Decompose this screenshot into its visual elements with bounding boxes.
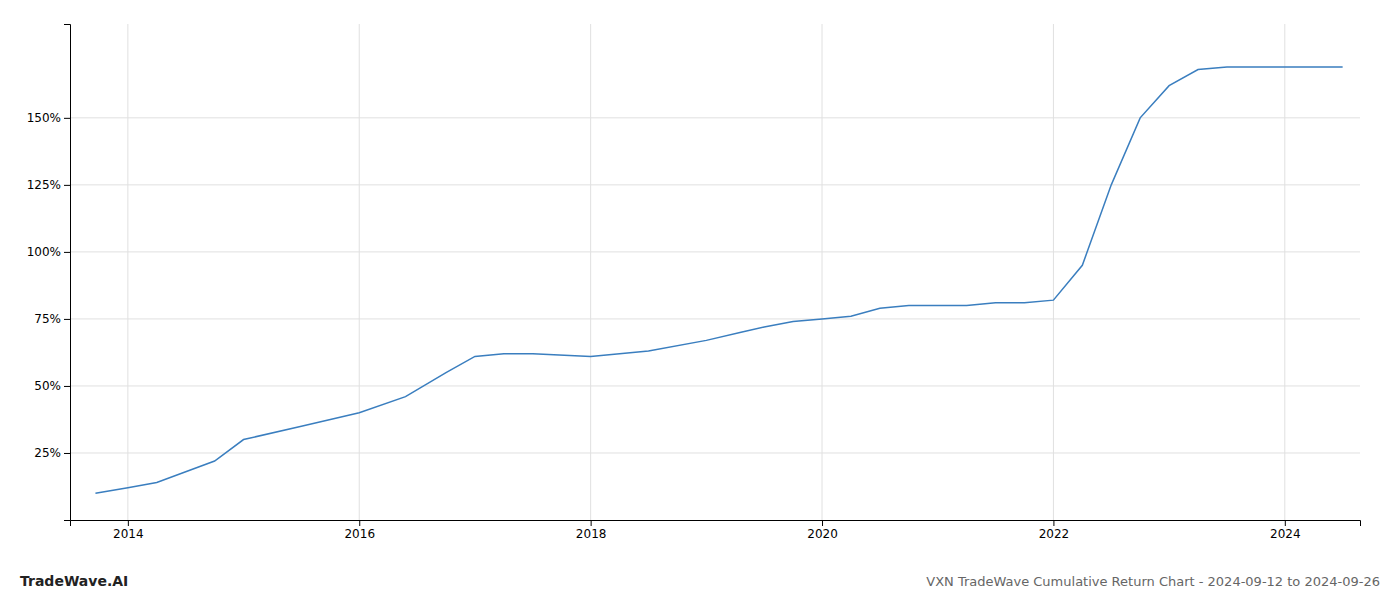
x-tick-mark <box>1285 520 1286 526</box>
plot-area <box>95 67 1342 493</box>
x-tick: 2016 <box>344 520 375 541</box>
grid-line-x <box>359 24 360 520</box>
title: VXN TradeWave Cumulative Return Chart - … <box>926 574 1380 589</box>
grid-line-y <box>70 318 1360 319</box>
grid-line-x <box>1284 24 1285 520</box>
y-tick-mark <box>64 185 70 186</box>
watermark: TradeWave.AI <box>20 573 128 589</box>
grid-line-y <box>70 385 1360 386</box>
y-tick: 150% <box>27 111 70 125</box>
y-tick-label: 50% <box>34 379 61 393</box>
y-tick-label: 150% <box>27 111 61 125</box>
x-tick-label: 2024 <box>1270 527 1301 541</box>
grid <box>70 24 1360 520</box>
chart: 2014 2016 2018 2020 2022 2024 25% 50% 75% 100% 125… <box>0 0 1400 600</box>
y-axis: 25% 50% 75% 100% 125% 150% <box>27 25 71 521</box>
line <box>95 67 1342 493</box>
grid-line-x <box>127 24 128 520</box>
x-tick: 2024 <box>1270 520 1301 541</box>
y-tick-label: 125% <box>27 178 61 192</box>
grid-line-x <box>1053 24 1054 520</box>
y-tick-label: 25% <box>34 446 61 460</box>
x-tick: 2022 <box>1039 520 1070 541</box>
x-tick: 2020 <box>807 520 838 541</box>
x-tick-mark <box>359 520 360 526</box>
grid-line-y <box>70 184 1360 185</box>
y-tick: 50% <box>34 379 70 393</box>
y-tick-mark <box>64 386 70 387</box>
x-tick-label: 2016 <box>344 527 375 541</box>
axis-line <box>71 521 1361 527</box>
x-tick: 2014 <box>113 520 144 541</box>
x-tick-mark <box>591 520 592 526</box>
y-tick-mark <box>64 252 70 253</box>
x-tick-mark <box>822 520 823 526</box>
x-tick-label: 2022 <box>1039 527 1070 541</box>
x-tick-label: 2020 <box>807 527 838 541</box>
x-tick-label: 2014 <box>113 527 144 541</box>
x-tick-label: 2018 <box>576 527 607 541</box>
x-tick-mark <box>128 520 129 526</box>
y-tick-mark <box>64 453 70 454</box>
y-tick: 125% <box>27 178 70 192</box>
y-tick-mark <box>64 319 70 320</box>
grid-line-y <box>70 452 1360 453</box>
x-tick-mark <box>1053 520 1054 526</box>
grid-line-y <box>70 251 1360 252</box>
x-tick: 2018 <box>576 520 607 541</box>
y-tick-label: 75% <box>34 312 61 326</box>
x-axis: 2014 2016 2018 2020 2022 2024 <box>71 520 1361 541</box>
y-tick: 75% <box>34 312 70 326</box>
y-tick-label: 100% <box>27 245 61 259</box>
grid-line-x <box>822 24 823 520</box>
grid-line-y <box>70 117 1360 118</box>
y-tick-mark <box>64 118 70 119</box>
axis-line <box>64 25 71 521</box>
y-tick: 100% <box>27 245 70 259</box>
y-tick: 25% <box>34 446 70 460</box>
grid-line-x <box>590 24 591 520</box>
